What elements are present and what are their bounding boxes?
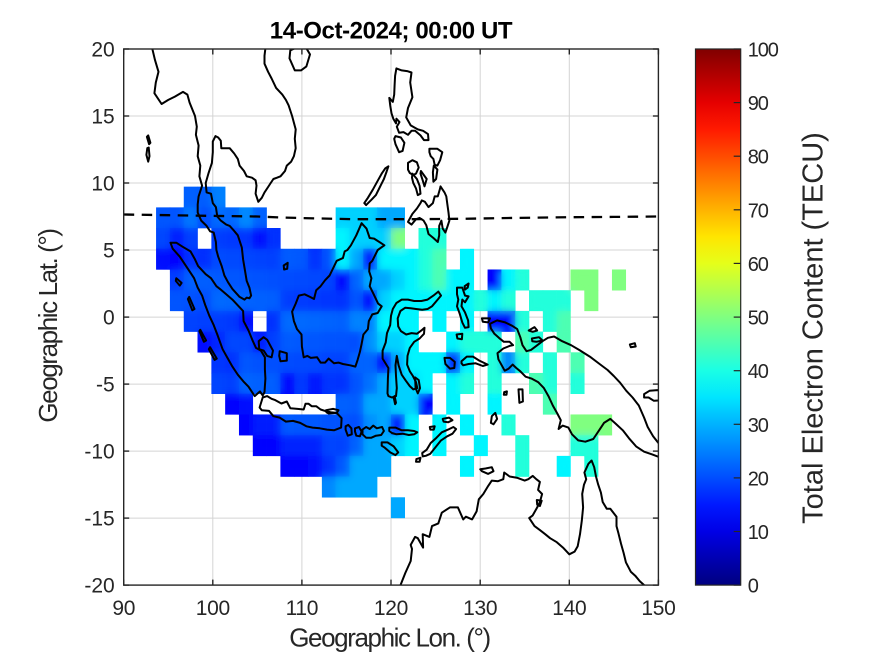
svg-text:90: 90 [748,93,769,115]
svg-text:90: 90 [112,597,135,620]
svg-text:30: 30 [748,415,769,437]
svg-text:70: 70 [748,200,769,222]
svg-text:14-Oct-2024; 00:00 UT: 14-Oct-2024; 00:00 UT [270,18,513,45]
svg-text:100: 100 [196,597,230,620]
svg-text:0: 0 [103,307,115,330]
svg-text:40: 40 [748,361,769,383]
svg-text:130: 130 [463,597,497,620]
svg-text:50: 50 [748,308,769,330]
svg-text:-10: -10 [84,441,114,464]
svg-text:120: 120 [374,597,408,620]
svg-text:10: 10 [748,522,769,544]
svg-text:140: 140 [552,597,586,620]
svg-text:110: 110 [286,597,319,620]
svg-text:-5: -5 [96,374,115,397]
svg-text:150: 150 [641,597,675,620]
svg-text:10: 10 [91,173,114,196]
svg-text:15: 15 [91,106,114,129]
svg-text:100: 100 [748,40,779,62]
svg-text:Total Electron Content (TECU): Total Electron Content (TECU) [798,132,830,524]
svg-text:0: 0 [748,576,759,598]
svg-text:20: 20 [748,468,769,490]
svg-text:60: 60 [748,254,769,276]
svg-text:5: 5 [103,240,115,263]
svg-text:-20: -20 [84,575,114,598]
svg-text:-15: -15 [84,508,114,531]
svg-text:Geographic Lat. (°): Geographic Lat. (°) [33,229,63,423]
svg-text:Geographic Lon. (°): Geographic Lon. (°) [289,623,490,653]
svg-text:20: 20 [91,39,114,62]
svg-text:80: 80 [748,147,769,169]
